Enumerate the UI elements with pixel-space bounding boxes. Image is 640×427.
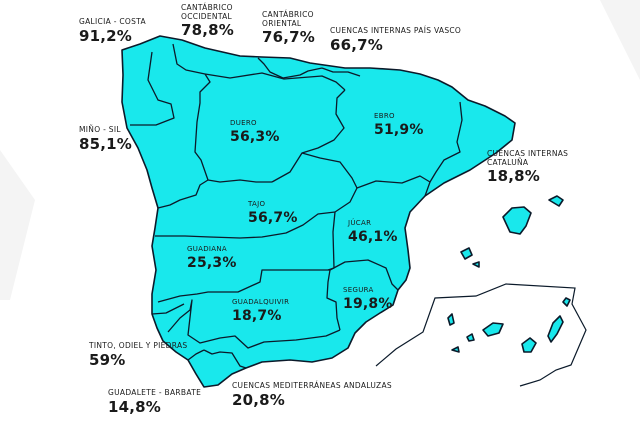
label-pais-vasco: CUENCAS INTERNAS PAÍS VASCO 66,7% bbox=[330, 27, 461, 53]
label-mino-sil: MIÑO - SIL 85,1% bbox=[79, 126, 132, 152]
label-jucar: JÚCAR 46,1% bbox=[348, 219, 398, 245]
basin-name: DUERO bbox=[230, 119, 257, 127]
label-cantabrico-oriental: CANTÁBRICO ORIENTAL 76,7% bbox=[262, 11, 315, 45]
basin-name: TAJO bbox=[248, 200, 266, 208]
basin-borders bbox=[130, 43, 463, 369]
basin-name: GALICIA - COSTA bbox=[79, 17, 146, 26]
label-galicia-costa: GALICIA - COSTA 91,2% bbox=[79, 18, 146, 44]
border-guadiana-gq bbox=[157, 269, 330, 303]
background-decor bbox=[0, 150, 35, 300]
canary-inset-frame bbox=[375, 283, 587, 387]
border-cataluna bbox=[429, 101, 463, 183]
gomera-island bbox=[466, 333, 475, 342]
border-tajo-north bbox=[207, 179, 272, 183]
border-pais-vasco bbox=[321, 67, 361, 77]
border-gq-south bbox=[167, 299, 341, 349]
label-cantabrico-occidental: CANTÁBRICO OCCIDENTAL 78,8% bbox=[181, 4, 234, 38]
basin-name: CANTÁBRICO bbox=[262, 10, 314, 19]
label-guadalquivir: GUADALQUIVIR 18,7% bbox=[232, 298, 290, 324]
basin-name: GUADALQUIVIR bbox=[232, 298, 290, 306]
border-guadalete bbox=[187, 349, 205, 361]
border-duero-north bbox=[204, 72, 346, 91]
basin-value: 56,3% bbox=[230, 129, 280, 145]
basin-name: MIÑO - SIL bbox=[79, 125, 121, 134]
menorca-island bbox=[548, 195, 564, 207]
border-tinto-odiel bbox=[151, 303, 185, 315]
gran-canaria-island bbox=[521, 337, 537, 353]
basin-name: SEGURA bbox=[343, 286, 374, 294]
border-ebro-tajo bbox=[301, 152, 358, 189]
border-cantabrico-occ bbox=[172, 43, 206, 75]
basin-value: 25,3% bbox=[187, 255, 237, 271]
lanzarote-island bbox=[562, 297, 571, 307]
basin-value: 18,7% bbox=[232, 308, 282, 324]
basin-name: CUENCAS INTERNAS PAÍS VASCO bbox=[330, 26, 462, 35]
label-mediterraneas-andaluzas: CUENCAS MEDITERRÁNEAS ANDALUZAS 20,8% bbox=[232, 382, 392, 408]
basin-name: TINTO, ODIEL Y PIEDRAS bbox=[89, 341, 188, 350]
border-galicia-costa bbox=[130, 51, 175, 126]
basin-value: 46,1% bbox=[348, 229, 398, 245]
label-tinto-odiel: TINTO, ODIEL Y PIEDRAS 59% bbox=[89, 342, 187, 368]
ibiza-island bbox=[460, 247, 473, 260]
basin-value: 18,8% bbox=[487, 167, 541, 185]
fuerteventura-island bbox=[547, 315, 564, 343]
basin-name: CUENCAS MEDITERRÁNEAS ANDALUZAS bbox=[232, 381, 392, 390]
basin-name: CATALUÑA bbox=[487, 157, 529, 167]
iberian-mainland bbox=[121, 35, 516, 388]
basin-name: EBRO bbox=[374, 112, 395, 120]
label-tajo: TAJO 56,7% bbox=[248, 200, 298, 226]
label-guadalete-barbate: GUADALETE - BARBATE 14,8% bbox=[108, 389, 201, 415]
basin-value: 78,8% bbox=[181, 21, 235, 39]
basin-name: OCCIDENTAL bbox=[181, 11, 233, 21]
hierro-island bbox=[451, 346, 460, 353]
label-guadiana: GUADIANA 25,3% bbox=[187, 245, 237, 271]
la-palma-island bbox=[447, 313, 455, 326]
basin-name: GUADALETE - BARBATE bbox=[108, 388, 202, 397]
basin-name: CUENCAS INTERNAS bbox=[487, 149, 569, 158]
basin-value: 76,7% bbox=[262, 28, 316, 46]
border-duero-tajo bbox=[157, 179, 209, 209]
border-cantabrico-ori bbox=[257, 57, 323, 79]
border-mino-duero bbox=[194, 73, 211, 181]
border-segura-gq bbox=[326, 269, 341, 331]
basin-name: GUADIANA bbox=[187, 245, 228, 253]
basin-value: 59% bbox=[89, 350, 126, 369]
basin-name: CANTÁBRICO bbox=[181, 3, 233, 12]
basin-value: 14,8% bbox=[108, 397, 162, 416]
border-jucar-segura bbox=[329, 259, 399, 291]
basin-name: ORIENTAL bbox=[262, 18, 302, 28]
border-mediterraneas bbox=[203, 349, 247, 369]
formentera-island bbox=[472, 261, 480, 268]
basin-value: 91,2% bbox=[79, 26, 133, 45]
basin-name: JÚCAR bbox=[348, 219, 372, 227]
mallorca-island bbox=[502, 206, 532, 235]
basin-value: 51,9% bbox=[374, 122, 424, 138]
label-segura: SEGURA 19,8% bbox=[343, 286, 393, 312]
label-duero: DUERO 56,3% bbox=[230, 119, 280, 145]
background-decor bbox=[600, 0, 640, 80]
basin-value: 20,8% bbox=[232, 390, 286, 409]
basin-value: 19,8% bbox=[343, 296, 393, 312]
border-duero-ebro bbox=[271, 89, 346, 183]
basin-value: 56,7% bbox=[248, 210, 298, 226]
border-ebro-south bbox=[356, 175, 431, 197]
label-ebro: EBRO 51,9% bbox=[374, 112, 424, 138]
tenerife-island bbox=[482, 322, 504, 337]
basin-value: 66,7% bbox=[330, 35, 384, 54]
label-cataluna: CUENCAS INTERNAS CATALUÑA 18,8% bbox=[487, 150, 568, 184]
basin-value: 85,1% bbox=[79, 134, 133, 153]
border-tajo-guadiana bbox=[155, 211, 336, 239]
